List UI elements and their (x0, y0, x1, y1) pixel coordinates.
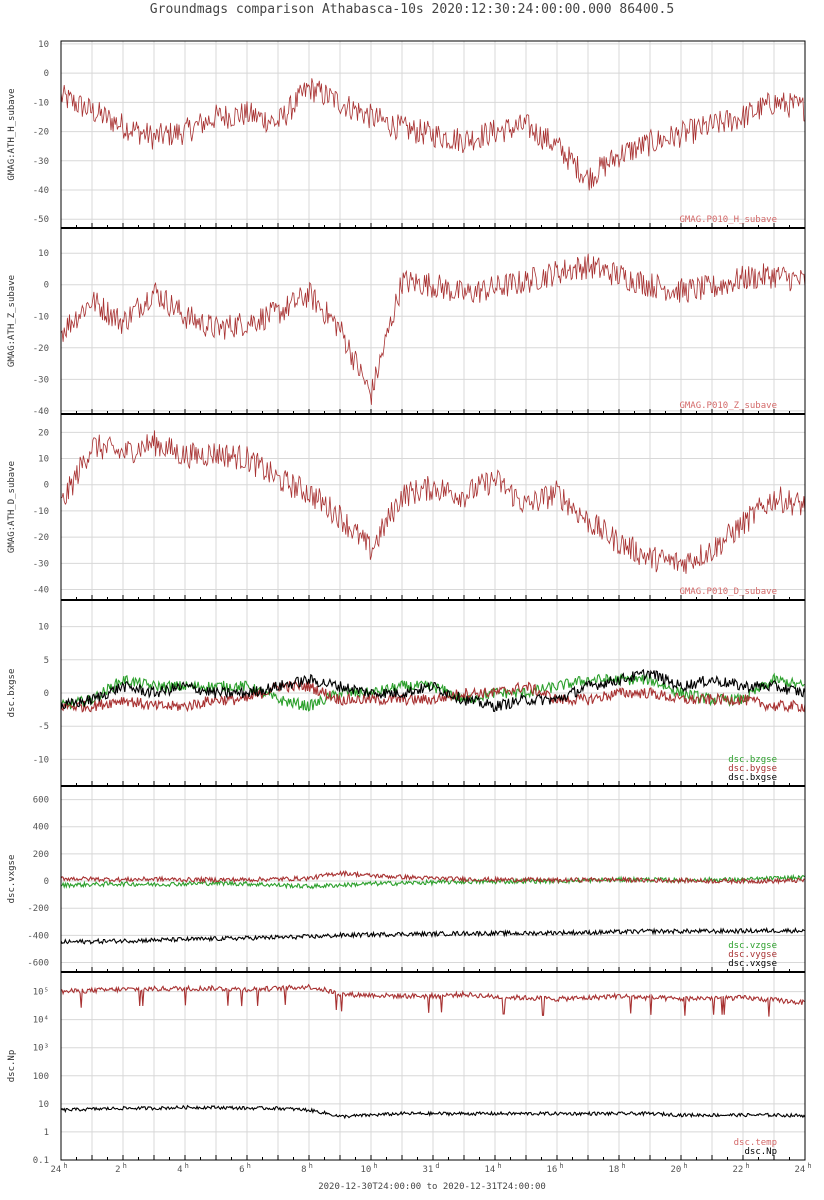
legend-entry: GMAG.P010_H_subave (679, 215, 777, 225)
y-tick-label: -5 (38, 722, 49, 732)
x-tick-label: 10 h (360, 1162, 377, 1175)
series-dsc-bxgse (60, 668, 806, 712)
x-tick-label: 24 h (50, 1162, 67, 1175)
series-dsc-temp (60, 983, 806, 1017)
y-axis-label: dsc.vxgse (7, 855, 17, 904)
x-tick-label: 16 h (546, 1162, 563, 1175)
legend-entry: dsc.vygse (728, 950, 777, 960)
y-tick-label: -20 (33, 344, 49, 354)
series-dsc-vygse (60, 869, 805, 886)
legend-entry: GMAG.P010_D_subave (679, 587, 777, 597)
x-tick-label: 18 h (608, 1162, 625, 1175)
panel-5: 600 400 200 0 -200 -400 -600 dsc.vxgse dsc.vzgse… (7, 785, 806, 973)
legend-entry: dsc.temp (734, 1138, 777, 1148)
series-dsc-np (60, 1104, 806, 1120)
x-tick-label: 22 h (732, 1162, 749, 1175)
y-tick-label: -50 (33, 215, 49, 225)
y-tick-label: 100 (33, 1072, 49, 1082)
y-axis-label: GMAG:ATH_Z_subave (7, 275, 17, 367)
time-range-footer: 2020-12-30T24:00:00 to 2020-12-31T24:00:… (318, 1182, 546, 1192)
legend-entry: dsc.bxgse (728, 773, 777, 783)
y-tick-label: -200 (27, 904, 49, 914)
panel-4: 1050-5-10dsc.bxgsedsc.bzgsedsc.bygsedsc.… (7, 599, 806, 787)
y-tick-label: 0 (44, 281, 49, 291)
y-tick-label: -600 (27, 958, 49, 968)
y-tick-label: 0.1 (33, 1156, 49, 1166)
legend-entry: GMAG.P010_Z_subave (679, 401, 777, 411)
y-tick-label: -10 (33, 312, 49, 322)
y-tick-label: 20 (38, 428, 49, 438)
y-tick-label: 5 (44, 656, 49, 666)
series-dsc-vxgse (60, 926, 806, 945)
legend-entry: dsc.bygse (728, 764, 777, 774)
y-axis-label: GMAG:ATH_D_subave (7, 461, 17, 553)
y-axis-label: dsc.bxgse (7, 669, 17, 718)
y-tick-label: 10³ (33, 1044, 49, 1054)
y-tick-label: 10⁴ (33, 1016, 49, 1026)
y-axis-label: GMAG:ATH_H_subave (7, 88, 17, 180)
panel-3: 20 10 0 -10 -20 -30 -40 GMAG:ATH_D_subave GMAG.P… (7, 413, 806, 601)
y-tick-label: -40 (33, 407, 49, 417)
y-tick-label: -20 (33, 128, 49, 138)
series-gmag-ath-d-subave (60, 430, 806, 574)
y-tick-label: -30 (33, 157, 49, 167)
y-tick-label: -10 (33, 507, 49, 517)
y-tick-label: 10 (38, 40, 49, 50)
panel-1: 10 0 -10 -20 -30 -40 -50 GMAG:ATH_H_subave GMAG.… (7, 40, 806, 229)
y-tick-label: -10 (33, 755, 49, 765)
y-tick-label: -40 (33, 186, 49, 196)
y-tick-label: -40 (33, 586, 49, 596)
legend-entry: dsc.bzgse (728, 755, 777, 765)
y-tick-label: 0 (44, 877, 49, 887)
panel-2: 10 0 -10 -20 -30 -40 GMAG:ATH_Z_subave GMAG.P01… (7, 227, 806, 417)
y-tick-label: 400 (33, 823, 49, 833)
y-tick-label: 10 (38, 1100, 49, 1110)
y-tick-label: 600 (33, 796, 49, 806)
y-axis-label: dsc.Np (7, 1050, 17, 1083)
legend-entry: dsc.vxgse (728, 959, 777, 969)
x-tick-label: 24 h (794, 1162, 811, 1175)
y-tick-label: -30 (33, 375, 49, 385)
series-dsc-bygse (60, 679, 806, 713)
y-tick-label: -400 (27, 931, 49, 941)
y-tick-label: 1 (44, 1128, 49, 1138)
x-tick-label: 14 h (484, 1162, 501, 1175)
series-gmag-ath-z-subave (60, 253, 806, 405)
series-dsc-bzgse (60, 672, 806, 712)
y-tick-label: 200 (33, 850, 49, 860)
y-tick-label: 10⁵ (33, 988, 49, 998)
y-tick-label: 10 (38, 249, 49, 259)
x-tick-label: 31 d (422, 1162, 439, 1175)
legend-entry: dsc.Np (744, 1147, 777, 1157)
y-tick-label: 0 (44, 689, 49, 699)
y-tick-label: -30 (33, 559, 49, 569)
x-tick-label: 20 h (670, 1162, 687, 1175)
y-tick-label: 0 (44, 69, 49, 79)
y-tick-label: 10 (38, 623, 49, 633)
legend-entry: dsc.vzgse (728, 941, 777, 951)
series-gmag-ath-h-subave (60, 78, 806, 191)
y-tick-label: 0 (44, 481, 49, 491)
y-tick-label: -20 (33, 533, 49, 543)
y-tick-label: -10 (33, 98, 49, 108)
chart-title: Groundmags comparison Athabasca-10s 2020… (149, 2, 675, 17)
y-tick-label: 10 (38, 455, 49, 465)
